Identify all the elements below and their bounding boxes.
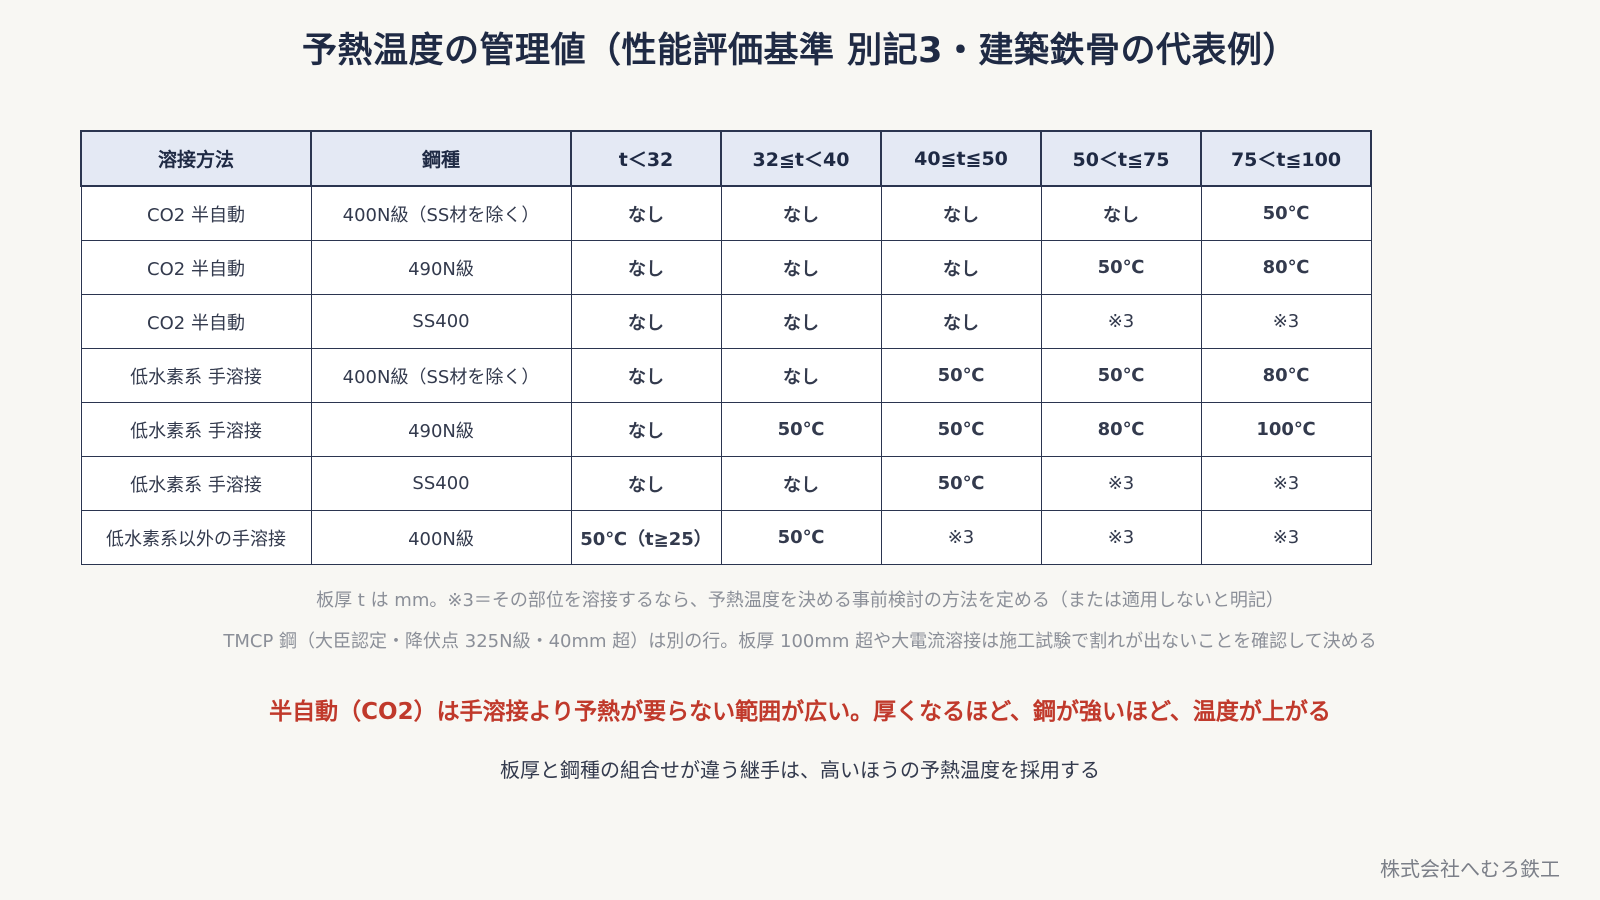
cell-preheat: ※3 xyxy=(1200,456,1372,511)
cell-preheat: ※3 xyxy=(1200,510,1372,565)
header-thickness-1: t＜32 xyxy=(570,130,722,187)
header-steel-grade: 鋼種 xyxy=(310,130,572,187)
key-message: 半自動（CO2）は手溶接より予熱が要らない範囲が広い。厚くなるほど、鋼が強いほど… xyxy=(269,699,1331,725)
cell-preheat: 50℃ xyxy=(1040,240,1202,295)
cell-steel: 400N級（SS材を除く） xyxy=(310,185,572,241)
table-row: CO2 半自動 SS400 なし なし なし ※3 ※3 xyxy=(80,294,1372,349)
cell-steel: 490N級 xyxy=(310,240,572,295)
cell-method: 低水素系以外の手溶接 xyxy=(80,510,312,565)
cell-preheat: ※3 xyxy=(1040,510,1202,565)
cell-preheat: なし xyxy=(880,240,1042,295)
table-row: CO2 半自動 490N級 なし なし なし 50℃ 80℃ xyxy=(80,240,1372,295)
cell-preheat: ※3 xyxy=(1040,294,1202,349)
cell-method: 低水素系 手溶接 xyxy=(80,348,312,403)
header-thickness-4: 50＜t≦75 xyxy=(1040,130,1202,187)
cell-steel: SS400 xyxy=(310,456,572,511)
header-thickness-3: 40≦t≦50 xyxy=(880,130,1042,187)
table-header-row: 溶接方法 鋼種 t＜32 32≦t＜40 40≦t≦50 50＜t≦75 75＜… xyxy=(80,130,1372,187)
cell-preheat: 50℃ xyxy=(880,402,1042,457)
cell-preheat: ※3 xyxy=(880,510,1042,565)
cell-preheat: 80℃ xyxy=(1040,402,1202,457)
preheat-table: 溶接方法 鋼種 t＜32 32≦t＜40 40≦t≦50 50＜t≦75 75＜… xyxy=(80,130,1372,565)
cell-preheat: なし xyxy=(570,348,722,403)
cell-preheat: 50℃ xyxy=(880,456,1042,511)
cell-preheat: なし xyxy=(1040,185,1202,241)
cell-preheat: 50℃ xyxy=(720,510,882,565)
cell-preheat: なし xyxy=(570,402,722,457)
cell-method: CO2 半自動 xyxy=(80,185,312,241)
cell-preheat: なし xyxy=(880,185,1042,241)
cell-preheat: 50℃（t≧25） xyxy=(570,510,722,565)
joint-rule: 板厚と鋼種の組合せが違う継手は、高いほうの予熱温度を採用する xyxy=(500,758,1100,782)
cell-preheat: ※3 xyxy=(1040,456,1202,511)
footnote-thickness: 板厚 t は mm。※3＝その部位を溶接するなら、予熱温度を決める事前検討の方法… xyxy=(316,590,1284,611)
table-row: 低水素系以外の手溶接 400N級 50℃（t≧25） 50℃ ※3 ※3 ※3 xyxy=(80,510,1372,565)
cell-steel: 400N級（SS材を除く） xyxy=(310,348,572,403)
header-thickness-5: 75＜t≦100 xyxy=(1200,130,1372,187)
cell-preheat: 80℃ xyxy=(1200,348,1372,403)
cell-preheat: 50℃ xyxy=(1200,185,1372,241)
cell-method: CO2 半自動 xyxy=(80,294,312,349)
cell-preheat: 50℃ xyxy=(720,402,882,457)
page-title: 予熱温度の管理値（性能評価基準 別記3・建築鉄骨の代表例） xyxy=(301,31,1299,71)
table-row: 低水素系 手溶接 SS400 なし なし 50℃ ※3 ※3 xyxy=(80,456,1372,511)
cell-preheat: ※3 xyxy=(1200,294,1372,349)
cell-preheat: 50℃ xyxy=(880,348,1042,403)
header-thickness-2: 32≦t＜40 xyxy=(720,130,882,187)
cell-preheat: 50℃ xyxy=(1040,348,1202,403)
header-welding-method: 溶接方法 xyxy=(80,130,312,187)
table-row: 低水素系 手溶接 490N級 なし 50℃ 50℃ 80℃ 100℃ xyxy=(80,402,1372,457)
cell-preheat: なし xyxy=(720,294,882,349)
cell-preheat: なし xyxy=(720,240,882,295)
cell-preheat: なし xyxy=(880,294,1042,349)
cell-preheat: なし xyxy=(570,456,722,511)
cell-method: 低水素系 手溶接 xyxy=(80,402,312,457)
cell-preheat: なし xyxy=(720,456,882,511)
cell-preheat: なし xyxy=(570,185,722,241)
cell-preheat: なし xyxy=(570,240,722,295)
table-row: CO2 半自動 400N級（SS材を除く） なし なし なし なし 50℃ xyxy=(80,185,1372,241)
company-name: 株式会社へむろ鉄工 xyxy=(1380,857,1560,881)
cell-preheat: 80℃ xyxy=(1200,240,1372,295)
cell-method: 低水素系 手溶接 xyxy=(80,456,312,511)
cell-method: CO2 半自動 xyxy=(80,240,312,295)
cell-steel: SS400 xyxy=(310,294,572,349)
cell-preheat: なし xyxy=(570,294,722,349)
cell-steel: 490N級 xyxy=(310,402,572,457)
cell-preheat: なし xyxy=(720,185,882,241)
cell-preheat: 100℃ xyxy=(1200,402,1372,457)
table-row: 低水素系 手溶接 400N級（SS材を除く） なし なし 50℃ 50℃ 80℃ xyxy=(80,348,1372,403)
footnote-tmcp: TMCP 鋼（大臣認定・降伏点 325N級・40mm 超）は別の行。板厚 100… xyxy=(223,631,1377,652)
cell-steel: 400N級 xyxy=(310,510,572,565)
cell-preheat: なし xyxy=(720,348,882,403)
